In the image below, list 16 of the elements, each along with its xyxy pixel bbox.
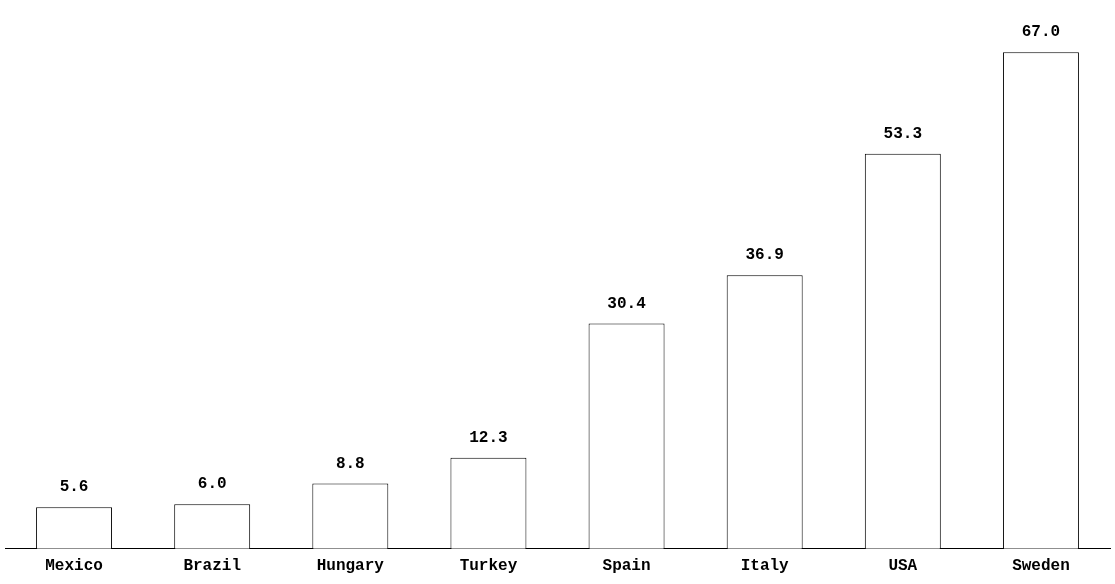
data-label: 12.3	[469, 428, 508, 447]
x-tick-label: Mexico	[45, 557, 103, 576]
x-tick-label: Turkey	[459, 557, 518, 576]
data-label: 8.8	[335, 454, 365, 473]
x-tick-label: Hungary	[316, 557, 385, 576]
data-label: 30.4	[607, 294, 647, 313]
x-tick-label: Italy	[740, 557, 790, 576]
x-tick-label: USA	[888, 557, 918, 576]
data-label: 36.9	[745, 246, 784, 265]
data-label: 67.0	[1021, 23, 1061, 42]
x-tick-label: Sweden	[1012, 557, 1070, 576]
data-label: 53.3	[883, 124, 923, 143]
x-tick-label: Brazil	[183, 557, 241, 576]
x-tick-label: Spain	[602, 557, 651, 576]
data-label: 5.6	[59, 478, 89, 497]
data-label: 6.0	[197, 475, 227, 494]
